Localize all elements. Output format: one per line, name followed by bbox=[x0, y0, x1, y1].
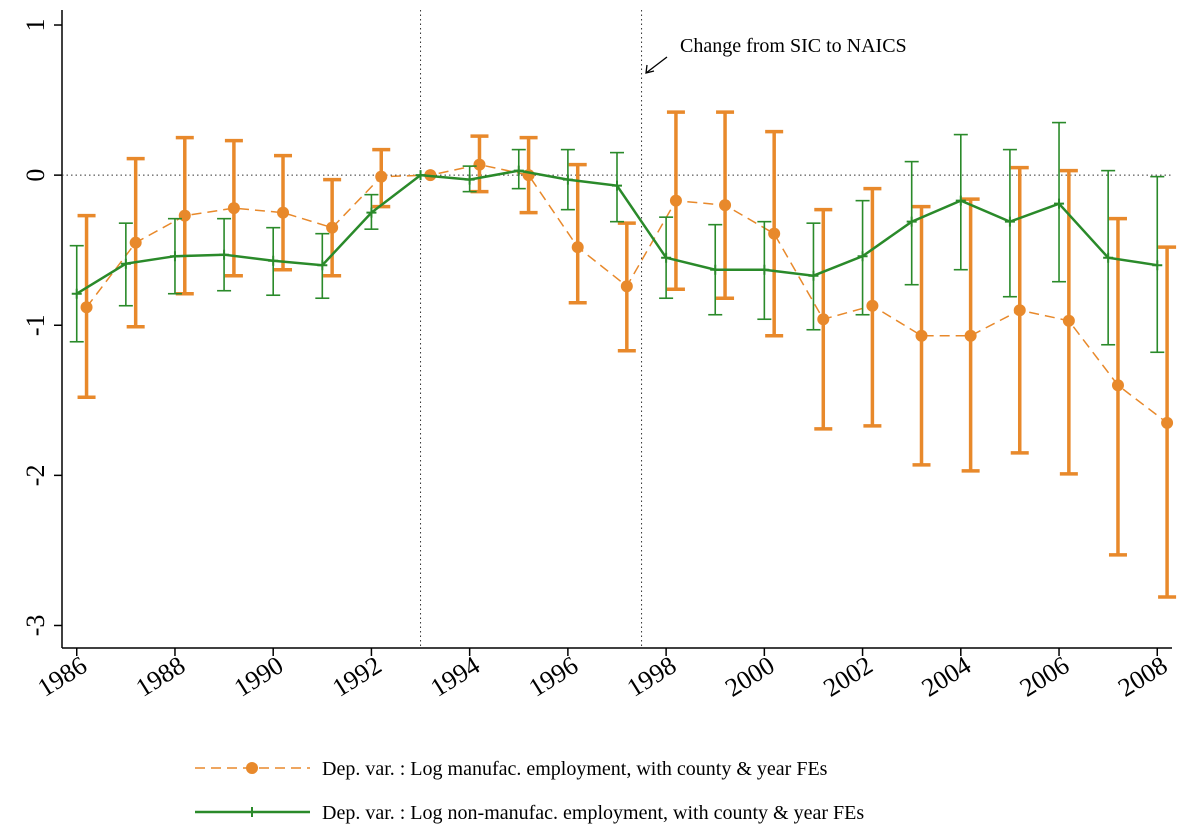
point bbox=[415, 170, 426, 181]
point bbox=[1152, 260, 1163, 271]
point bbox=[277, 206, 290, 219]
point bbox=[857, 251, 868, 262]
point bbox=[817, 313, 830, 326]
point bbox=[219, 249, 230, 260]
x-tick-label: 1998 bbox=[622, 650, 681, 702]
y-tick-label: 1 bbox=[21, 19, 50, 32]
point bbox=[513, 165, 524, 176]
point bbox=[768, 227, 781, 240]
x-tick-label: 1990 bbox=[229, 650, 288, 702]
legend-label: Dep. var. : Log non-manufac. employment,… bbox=[322, 802, 864, 824]
point bbox=[759, 264, 770, 275]
point bbox=[1013, 304, 1026, 317]
legend-marker bbox=[247, 807, 257, 817]
point bbox=[71, 288, 82, 299]
point bbox=[1161, 416, 1174, 429]
point bbox=[227, 202, 240, 215]
point bbox=[268, 255, 279, 266]
point bbox=[1103, 252, 1114, 263]
point bbox=[366, 207, 377, 218]
point bbox=[178, 209, 191, 222]
point bbox=[808, 270, 819, 281]
point bbox=[1111, 379, 1124, 392]
point bbox=[915, 329, 928, 342]
point bbox=[955, 195, 966, 206]
point bbox=[562, 174, 573, 185]
y-tick-label: -1 bbox=[21, 314, 50, 336]
point bbox=[661, 252, 672, 263]
x-tick-label: 1992 bbox=[327, 650, 386, 702]
legend-marker bbox=[246, 762, 258, 774]
annotation-arrowhead bbox=[645, 64, 655, 74]
point bbox=[169, 251, 180, 262]
point bbox=[710, 264, 721, 275]
y-tick-label: -2 bbox=[21, 465, 50, 487]
point bbox=[80, 301, 93, 314]
legend-label: Dep. var. : Log manufac. employment, wit… bbox=[322, 758, 828, 780]
point bbox=[1062, 314, 1075, 327]
point bbox=[375, 170, 388, 183]
point bbox=[129, 236, 142, 249]
point bbox=[326, 221, 339, 234]
point bbox=[906, 216, 917, 227]
x-tick-label: 1986 bbox=[32, 650, 91, 702]
x-tick-label: 2006 bbox=[1015, 650, 1074, 702]
point bbox=[612, 180, 622, 191]
point bbox=[964, 329, 977, 342]
annotation: Change from SIC to NAICS bbox=[680, 35, 907, 57]
point bbox=[120, 258, 131, 269]
point bbox=[719, 199, 732, 212]
point bbox=[473, 158, 486, 171]
annotation-arrow bbox=[645, 56, 668, 74]
x-tick-label: 1996 bbox=[524, 650, 583, 702]
y-tick-label: -3 bbox=[21, 615, 50, 637]
error-bar bbox=[568, 162, 587, 305]
x-tick-label: 2004 bbox=[917, 650, 976, 702]
x-tick-label: 2000 bbox=[720, 650, 779, 702]
point bbox=[571, 241, 584, 254]
y-tick-label: 0 bbox=[21, 169, 50, 182]
point bbox=[1004, 216, 1015, 227]
point bbox=[620, 280, 633, 293]
x-tick-label: 2008 bbox=[1113, 650, 1172, 702]
point bbox=[464, 174, 475, 185]
x-tick-label: 1994 bbox=[425, 650, 484, 702]
x-tick-label: 1988 bbox=[131, 650, 190, 702]
point bbox=[317, 260, 328, 271]
x-tick-label: 2002 bbox=[818, 650, 877, 702]
point bbox=[1054, 198, 1065, 209]
point bbox=[866, 299, 879, 312]
point bbox=[669, 194, 682, 207]
